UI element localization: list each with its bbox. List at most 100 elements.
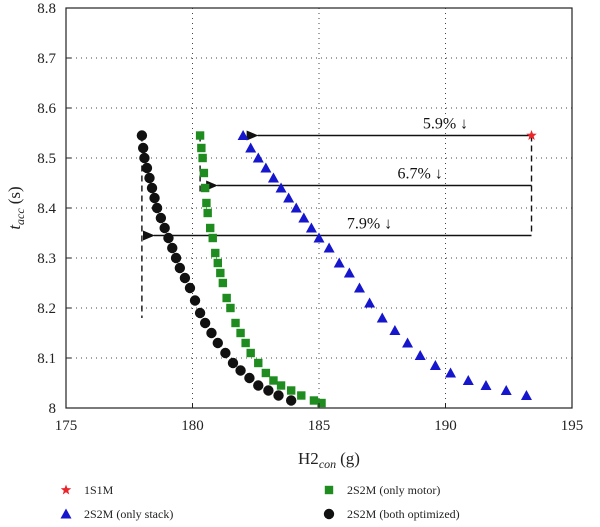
data-point: [286, 386, 296, 395]
data-point: [218, 278, 228, 288]
legend-label: 2S2M (only motor): [347, 483, 440, 497]
data-point: [309, 396, 319, 405]
data-point: [208, 233, 217, 243]
legend-label: 1S1M: [84, 483, 114, 497]
data-point: [313, 232, 325, 243]
y-tick-label: 8.5: [37, 151, 56, 167]
data-point: [275, 182, 287, 193]
data-point: [179, 272, 191, 284]
data-point: [429, 360, 441, 370]
y-axis-label: tacc (s): [5, 186, 27, 229]
series-star: [526, 130, 537, 140]
data-point: [212, 337, 223, 349]
grid: [66, 8, 572, 408]
ticks: 175 180 185 190 195 8 8.1 8.2 8.3 8.4 8.5 8.6 8.7 8.8: [37, 1, 583, 434]
data-point: [343, 267, 355, 278]
data-point: [139, 152, 150, 164]
data-point: [236, 328, 245, 338]
data-point: [297, 391, 306, 400]
data-point: [202, 198, 211, 208]
y-axis-label-sub: acc: [13, 208, 27, 225]
data-point: [317, 398, 326, 408]
data-point: [206, 327, 217, 339]
data-point: [151, 202, 163, 214]
data-point: [462, 375, 474, 385]
legend: 1S1M 2S2M (only motor) 2S2M (only stack) 2S…: [60, 483, 460, 521]
data-point: [273, 390, 284, 401]
data-point: [261, 368, 271, 378]
data-point: [500, 385, 512, 395]
data-point: [167, 242, 178, 254]
data-point: [227, 357, 239, 369]
legend-marker: [60, 508, 72, 519]
series: [136, 130, 537, 408]
data-point: [333, 257, 345, 268]
data-point: [195, 131, 205, 140]
data-point: [199, 317, 211, 329]
data-point: [174, 262, 186, 274]
data-point: [402, 337, 414, 348]
x-tick-label: 185: [308, 418, 331, 434]
legend-marker: [324, 485, 334, 495]
data-point: [159, 222, 170, 234]
data-point: [211, 248, 220, 258]
data-point: [244, 372, 255, 384]
data-point: [520, 390, 532, 400]
x-axis-label-unit: (g): [340, 449, 360, 468]
y-tick-label: 8.6: [37, 101, 56, 117]
data-point: [144, 172, 155, 184]
reduction-label: 7.9% ↓: [347, 216, 392, 233]
data-point: [376, 312, 388, 323]
data-point: [198, 153, 207, 163]
x-tick-label: 195: [561, 418, 584, 434]
series-square: [195, 131, 326, 408]
legend-item: 2S2M (only motor): [324, 483, 440, 497]
data-point: [197, 143, 206, 153]
data-point: [155, 212, 167, 224]
data-point: [222, 293, 231, 303]
data-point: [136, 130, 148, 141]
data-point: [199, 168, 209, 178]
data-point: [206, 223, 215, 233]
x-tick-label: 175: [55, 418, 78, 434]
x-tick-label: 180: [181, 418, 204, 434]
x-axis-label-base: H2: [298, 449, 319, 468]
legend-marker: [323, 508, 335, 520]
legend-label: 2S2M (only stack): [84, 507, 173, 521]
legend-item: 2S2M (only stack): [60, 507, 173, 521]
data-point: [252, 152, 264, 163]
data-point: [245, 142, 257, 153]
y-tick-label: 8: [49, 401, 57, 417]
data-point: [149, 192, 160, 204]
y-axis-label-base: t: [5, 224, 24, 230]
legend-item: 1S1M: [60, 483, 114, 497]
data-point: [414, 350, 426, 360]
data-point: [323, 242, 335, 253]
data-point: [200, 183, 210, 193]
data-point: [353, 282, 365, 293]
data-point: [213, 258, 222, 268]
data-point: [220, 347, 231, 359]
data-point: [226, 303, 235, 313]
data-point: [141, 162, 153, 174]
data-point: [235, 365, 246, 376]
data-point: [276, 381, 286, 390]
data-point: [364, 297, 376, 308]
y-tick-label: 8.7: [37, 51, 56, 67]
data-point: [290, 202, 302, 213]
data-point: [163, 232, 174, 244]
y-tick-label: 8.8: [37, 1, 56, 17]
data-point: [231, 318, 240, 328]
data-point: [269, 376, 278, 385]
y-tick-label: 8.3: [37, 251, 56, 267]
data-point: [285, 395, 297, 406]
data-point: [283, 192, 295, 203]
data-point: [237, 130, 249, 140]
data-point: [254, 358, 263, 368]
data-point: [241, 338, 250, 348]
data-point: [170, 252, 182, 264]
x-tick-label: 190: [434, 418, 457, 434]
legend-label: 2S2M (both optimized): [347, 507, 460, 521]
data-point: [203, 208, 212, 218]
data-point: [184, 282, 196, 294]
